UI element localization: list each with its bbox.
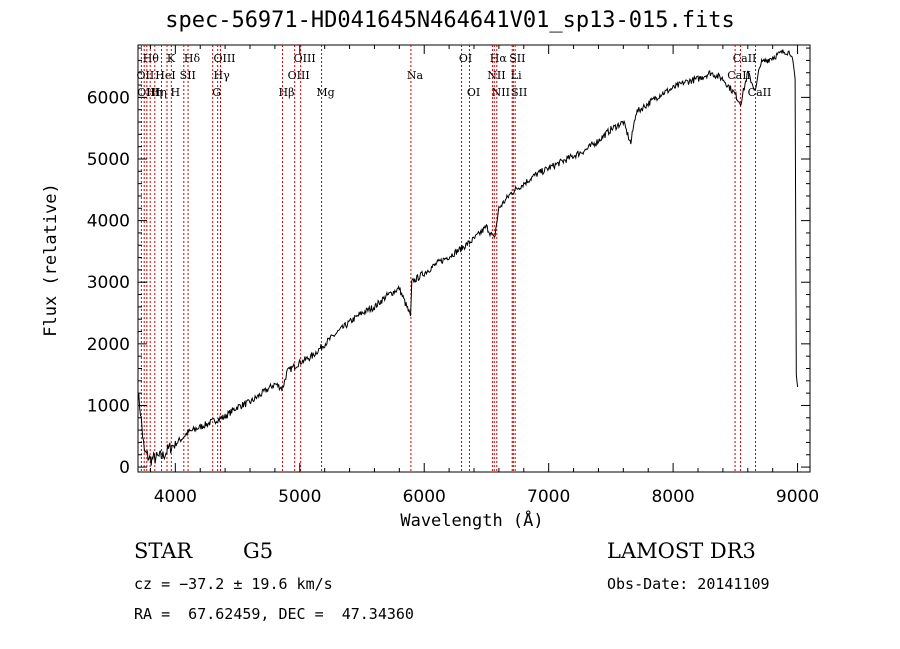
- obs-date: Obs-Date: 20141109: [607, 575, 770, 593]
- object-subclass: G5: [243, 539, 274, 563]
- line-marker-label: OIII: [137, 86, 159, 99]
- line-marker-group: [140, 45, 756, 472]
- line-marker-label: Hγ: [214, 69, 231, 82]
- x-tick-label: 9000: [776, 487, 819, 507]
- line-marker-label: Hθ: [143, 52, 160, 65]
- line-marker-label: SII: [509, 52, 525, 65]
- line-marker-label: NII: [492, 86, 510, 99]
- line-marker-label: Mg: [316, 86, 334, 99]
- y-tick-label: 2000: [87, 335, 130, 355]
- line-marker-label: CaII: [727, 69, 751, 82]
- chart-title: spec-56971-HD041645N464641V01_sp13-015.f…: [165, 8, 735, 33]
- line-marker-label: Hα: [490, 52, 508, 65]
- coordinates: RA = 67.62459, DEC = 47.34360: [134, 605, 414, 623]
- y-tick-label: 3000: [87, 273, 130, 293]
- y-tick-label: 6000: [87, 88, 130, 108]
- survey-name: LAMOST DR3: [607, 539, 756, 563]
- line-marker-label: K: [167, 52, 176, 65]
- line-marker-label: OIII: [213, 52, 235, 65]
- line-marker-label: SII: [180, 69, 196, 82]
- plot-frame: [137, 44, 811, 473]
- x-axis-label: Wavelength (Å): [400, 511, 544, 531]
- line-marker-label: OIII: [294, 52, 316, 65]
- line-marker-label: OII: [137, 69, 155, 82]
- x-tick-label: 4000: [154, 487, 197, 507]
- y-axis-ticks: 0 1000 2000 3000 4000 5000 6000: [87, 47, 810, 478]
- redshift-text: cz = −37.2 ± 19.6 km/s: [134, 575, 333, 593]
- line-marker-label: HeI: [155, 69, 175, 82]
- y-tick-label: 0: [119, 458, 130, 478]
- line-marker-label: OI: [459, 52, 472, 65]
- spectrum-line: [137, 49, 799, 466]
- line-marker-label: G: [212, 86, 221, 99]
- line-marker-label: OI: [467, 86, 480, 99]
- line-marker-label: Hη: [151, 86, 167, 99]
- line-marker-label: CaII: [748, 86, 772, 99]
- y-tick-label: 1000: [87, 396, 130, 416]
- line-marker-label: Li: [511, 69, 522, 82]
- line-marker-label: Na: [407, 69, 424, 82]
- x-axis-ticks: 4000 5000 6000 7000 8000 9000: [149, 45, 819, 507]
- line-marker-label: OIII: [288, 69, 310, 82]
- line-marker-label: SII: [511, 86, 527, 99]
- line-marker-label: Hβ: [279, 86, 295, 99]
- line-marker-label: H: [171, 86, 181, 99]
- line-marker-label: CaII: [733, 52, 757, 65]
- x-tick-label: 8000: [651, 487, 694, 507]
- line-marker-label: Hδ: [184, 52, 201, 65]
- x-tick-label: 7000: [527, 487, 570, 507]
- object-type: STAR: [134, 539, 193, 563]
- y-tick-label: 5000: [87, 150, 130, 170]
- x-tick-label: 6000: [403, 487, 446, 507]
- y-axis-label: Flux (relative): [41, 183, 61, 337]
- x-tick-label: 5000: [278, 487, 321, 507]
- y-tick-label: 4000: [87, 212, 130, 232]
- line-marker-label: Hη: [146, 86, 162, 99]
- line-marker-label: NII: [487, 69, 505, 82]
